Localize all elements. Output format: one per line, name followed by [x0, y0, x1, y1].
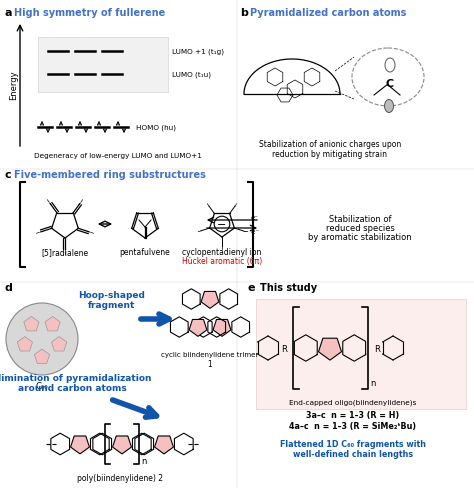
Text: Elimination of pyramidalization
around carbon atoms: Elimination of pyramidalization around c… [0, 373, 152, 392]
Text: Flattened 1D C₆₀ fragments with
well-defined chain lengths: Flattened 1D C₆₀ fragments with well-def… [280, 439, 426, 458]
Text: poly(biindenylidene) 2: poly(biindenylidene) 2 [77, 473, 163, 482]
Text: e⁻: e⁻ [251, 215, 259, 221]
Polygon shape [189, 320, 207, 337]
Text: C₆₀: C₆₀ [36, 381, 48, 390]
Ellipse shape [352, 49, 424, 107]
Polygon shape [35, 349, 50, 364]
Text: b: b [240, 8, 248, 18]
Polygon shape [155, 436, 173, 454]
Text: reduced species: reduced species [326, 224, 394, 232]
Text: 1: 1 [208, 359, 212, 368]
Text: LUMO (t₁u): LUMO (t₁u) [172, 72, 211, 78]
Text: [5]radialene: [5]radialene [41, 247, 89, 257]
Text: c: c [5, 170, 12, 180]
Text: Pyramidalized carbon atoms: Pyramidalized carbon atoms [250, 8, 406, 18]
Text: This study: This study [260, 283, 317, 292]
Polygon shape [201, 292, 219, 309]
Text: End-capped oligo(biindenylidene)s: End-capped oligo(biindenylidene)s [289, 399, 417, 406]
Text: d: d [5, 283, 13, 292]
Text: LUMO +1 (t₁g): LUMO +1 (t₁g) [172, 49, 224, 55]
Text: Stabilization of anionic charges upon: Stabilization of anionic charges upon [259, 140, 401, 149]
Text: 3a–c  n = 1–3 (R = H): 3a–c n = 1–3 (R = H) [306, 410, 400, 419]
Text: Hückel aromatic (6π): Hückel aromatic (6π) [182, 257, 262, 265]
Text: reduction by mitigating strain: reduction by mitigating strain [273, 150, 388, 159]
Text: Five-membered ring substructures: Five-membered ring substructures [14, 170, 206, 180]
Text: Energy: Energy [9, 70, 18, 100]
Text: Degeneracy of low-energy LUMO and LUMO+1: Degeneracy of low-energy LUMO and LUMO+1 [34, 153, 202, 159]
Text: cyclopentadienyl ion: cyclopentadienyl ion [182, 247, 262, 257]
Text: a: a [5, 8, 12, 18]
Text: HOMO (hu): HOMO (hu) [136, 124, 176, 131]
Polygon shape [52, 337, 67, 351]
Text: n: n [141, 457, 146, 466]
Bar [38, 38, 168, 93]
Text: −: − [217, 220, 227, 229]
Circle shape [6, 304, 78, 375]
Polygon shape [24, 317, 39, 331]
Polygon shape [319, 339, 341, 360]
Text: 4a–c  n = 1–3 (R = SiMe₂ᵗBu): 4a–c n = 1–3 (R = SiMe₂ᵗBu) [290, 421, 417, 430]
Polygon shape [45, 317, 60, 331]
Polygon shape [213, 320, 231, 337]
Ellipse shape [384, 101, 393, 113]
Ellipse shape [385, 59, 395, 73]
Text: C: C [386, 79, 394, 89]
Bar [256, 299, 466, 409]
Text: Hoop-shaped
fragment: Hoop-shaped fragment [79, 290, 146, 310]
Polygon shape [71, 436, 90, 454]
Polygon shape [17, 337, 33, 351]
Text: e: e [248, 283, 255, 292]
Text: cyclic biindenylidene trimer: cyclic biindenylidene trimer [161, 351, 259, 357]
Text: by aromatic stabilization: by aromatic stabilization [308, 232, 412, 242]
Text: R: R [374, 344, 380, 353]
Text: n: n [370, 379, 375, 387]
Text: pentafulvene: pentafulvene [119, 247, 170, 257]
Text: Stabilization of: Stabilization of [329, 215, 391, 224]
Text: R: R [281, 344, 287, 353]
Text: − e⁻: − e⁻ [243, 228, 259, 235]
Text: High symmetry of fullerene: High symmetry of fullerene [14, 8, 165, 18]
Polygon shape [113, 436, 131, 454]
